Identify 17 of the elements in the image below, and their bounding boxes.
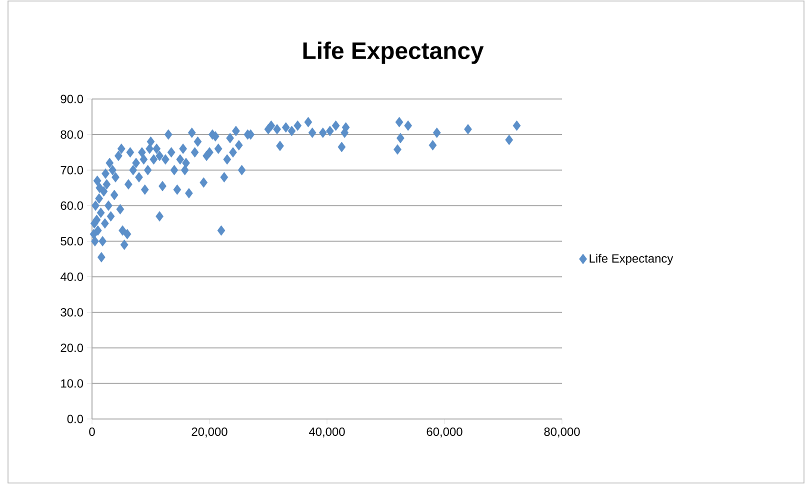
y-tick-label: 90.0 <box>60 94 84 104</box>
y-tick-label: 50.0 <box>60 236 84 246</box>
x-tick-label: 0 <box>89 428 95 436</box>
y-tick-label: 30.0 <box>60 308 84 317</box>
x-tick-label: 80,000 <box>544 428 580 438</box>
x-tick-label: 40,000 <box>309 428 345 438</box>
y-tick-label: 70.0 <box>60 166 84 174</box>
legend-label: Life Expectancy <box>590 254 674 266</box>
y-tick-label: 10.0 <box>61 379 84 388</box>
y-tick-label: 20.0 <box>60 344 84 352</box>
chart-title: Life Expectancy <box>303 42 484 64</box>
y-tick-label: 0.0 <box>67 414 84 424</box>
x-tick-label: 20,000 <box>192 428 228 438</box>
x-tick-label: 60,000 <box>426 428 462 438</box>
y-tick-label: 80.0 <box>60 130 84 139</box>
y-tick-label: 40.0 <box>60 272 84 281</box>
y-tick-label: 60.0 <box>60 201 84 210</box>
